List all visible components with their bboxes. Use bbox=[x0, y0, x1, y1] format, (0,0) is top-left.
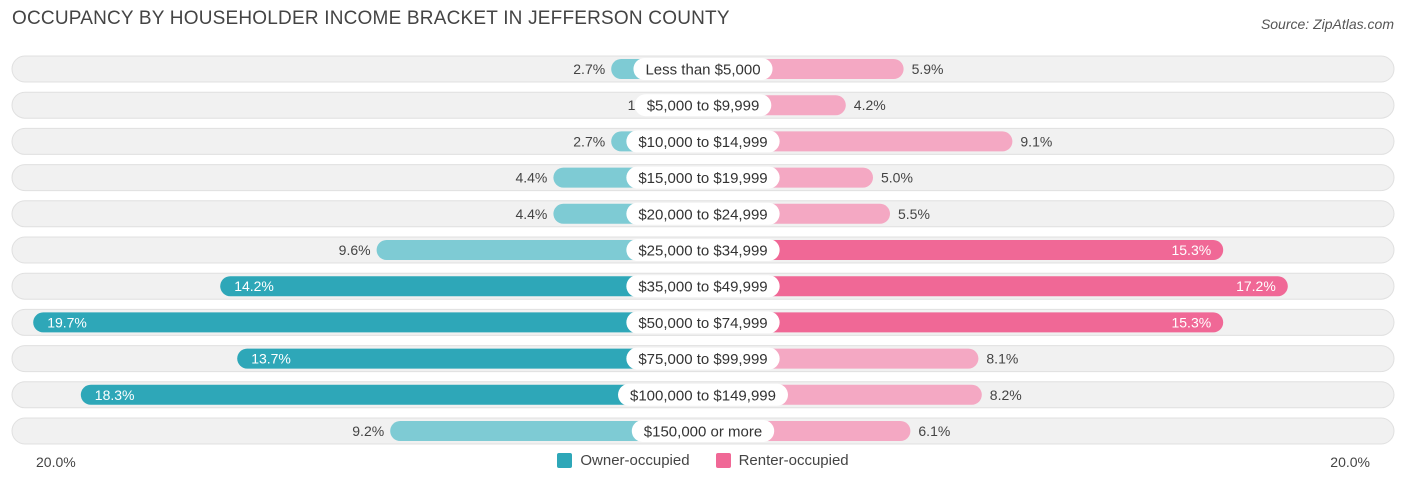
owner-value-label: 9.2% bbox=[352, 423, 384, 439]
owner-value-label: 2.7% bbox=[573, 61, 605, 77]
category-label: $35,000 to $49,999 bbox=[638, 279, 767, 296]
category-label: $75,000 to $99,999 bbox=[638, 351, 767, 368]
legend-item-renter: Renter-occupied bbox=[715, 452, 849, 469]
category-label: Less than $5,000 bbox=[645, 62, 760, 79]
category-pill bbox=[626, 239, 780, 261]
bar-row: 1.1%4.2%$5,000 to $9,999 bbox=[11, 91, 1395, 119]
bar-row: 13.7% 8.1% $75,000 to $99,999 bbox=[11, 345, 1395, 373]
category-pill bbox=[626, 275, 780, 298]
owner-bar bbox=[237, 348, 703, 369]
renter-bar bbox=[703, 240, 1224, 260]
category-label: $50,000 to $74,999 bbox=[638, 315, 767, 332]
category-label: $20,000 to $24,999 bbox=[638, 206, 767, 223]
bar-row: 14.2% 17.2% $35,000 to $49,999 bbox=[11, 272, 1395, 300]
category-pill bbox=[618, 383, 788, 406]
renter-value-label: 5.9% bbox=[912, 61, 944, 77]
renter-value-label: 4.2% bbox=[854, 97, 886, 113]
bar-row: 4.4% 5.5% $20,000 to $24,999 bbox=[11, 200, 1395, 228]
bar-row: 9.2% 6.1% $150,000 or more bbox=[11, 417, 1395, 445]
renter-value-label: 8.1% bbox=[986, 351, 1018, 367]
category-pill bbox=[626, 311, 780, 334]
legend: Owner-occupied Renter-occupied bbox=[0, 452, 1406, 469]
category-pill bbox=[626, 347, 780, 370]
owner-bar bbox=[33, 312, 703, 333]
category-pill bbox=[631, 420, 775, 442]
renter-value-label: 9.1% bbox=[1020, 133, 1052, 149]
bar-row: 9.6% 15.3% $25,000 to $34,999 bbox=[11, 236, 1395, 264]
renter-bar bbox=[703, 131, 1013, 152]
axis-left-label: 20.0% bbox=[36, 454, 76, 470]
category-pill bbox=[634, 94, 772, 117]
renter-value-label: 17.2% bbox=[1236, 278, 1276, 294]
owner-value-label: 2.7% bbox=[573, 133, 605, 149]
category-label: $100,000 to $149,999 bbox=[630, 387, 776, 404]
legend-item-owner: Owner-occupied bbox=[557, 452, 690, 469]
category-pill bbox=[626, 130, 780, 153]
category-pill bbox=[633, 58, 773, 80]
bar-row: 4.4% 5.0% $15,000 to $19,999 bbox=[11, 164, 1395, 192]
legend-swatch-renter bbox=[715, 453, 731, 468]
owner-value-label: 18.3% bbox=[95, 387, 135, 403]
owner-bar bbox=[220, 276, 703, 297]
renter-value-label: 8.2% bbox=[990, 387, 1022, 403]
category-label: $150,000 or more bbox=[644, 424, 762, 441]
renter-bar bbox=[703, 312, 1224, 333]
category-pill bbox=[626, 166, 780, 189]
owner-bar bbox=[390, 421, 703, 441]
owner-value-label: 13.7% bbox=[251, 351, 291, 367]
renter-value-label: 15.3% bbox=[1171, 314, 1211, 330]
renter-value-label: 5.0% bbox=[881, 170, 913, 186]
category-label: $15,000 to $19,999 bbox=[638, 170, 767, 187]
owner-value-label: 14.2% bbox=[234, 278, 274, 294]
category-label: $25,000 to $34,999 bbox=[638, 243, 767, 260]
renter-value-label: 15.3% bbox=[1171, 242, 1211, 258]
legend-label-renter: Renter-occupied bbox=[738, 452, 849, 469]
category-pill bbox=[626, 202, 780, 225]
owner-bar bbox=[376, 240, 703, 260]
owner-value-label: 9.6% bbox=[339, 242, 371, 258]
legend-swatch-owner bbox=[557, 453, 573, 468]
legend-label-owner: Owner-occupied bbox=[580, 452, 690, 469]
bar-row: 2.7% 5.9% Less than $5,000 bbox=[11, 55, 1395, 83]
renter-bar bbox=[703, 276, 1288, 297]
renter-value-label: 5.5% bbox=[898, 206, 930, 222]
bar-row: 19.7% 15.3% $50,000 to $74,999 bbox=[11, 308, 1395, 336]
category-label: $5,000 to $9,999 bbox=[647, 98, 760, 115]
owner-value-label: 4.4% bbox=[515, 206, 547, 222]
source-credit: Source: ZipAtlas.com bbox=[1260, 16, 1394, 32]
renter-value-label: 6.1% bbox=[918, 423, 950, 439]
owner-bar bbox=[80, 384, 704, 405]
bar-row: 18.3% 8.2% $100,000 to $149,999 bbox=[11, 381, 1395, 409]
axis-right-label: 20.0% bbox=[1330, 454, 1370, 470]
chart-title: OCCUPANCY BY HOUSEHOLDER INCOME BRACKET … bbox=[12, 8, 730, 29]
category-label: $10,000 to $14,999 bbox=[638, 134, 767, 151]
owner-value-label: 19.7% bbox=[47, 314, 87, 330]
bar-row: 2.7% 9.1% $10,000 to $14,999 bbox=[11, 127, 1395, 155]
owner-value-label: 4.4% bbox=[515, 170, 547, 186]
